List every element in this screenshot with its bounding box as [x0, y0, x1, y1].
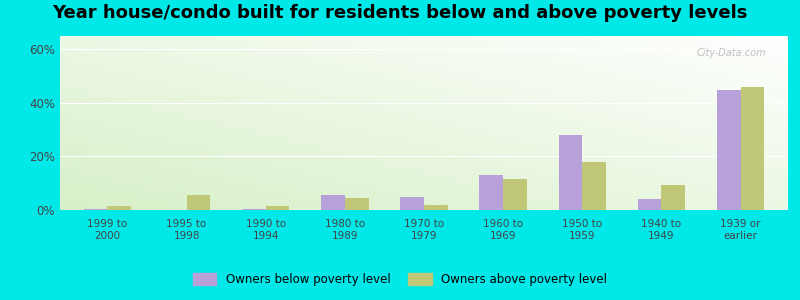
Bar [503, 179, 527, 210]
Bar [242, 209, 266, 210]
Bar [400, 196, 424, 210]
Bar [345, 198, 369, 210]
Text: Year house/condo built for residents below and above poverty levels: Year house/condo built for residents bel… [52, 4, 748, 22]
Bar [582, 162, 606, 210]
Bar [741, 87, 764, 210]
Bar [266, 206, 290, 210]
Bar [186, 195, 210, 210]
Bar [717, 89, 741, 210]
Bar [321, 195, 345, 210]
Bar [424, 205, 448, 210]
Bar [107, 206, 131, 210]
Bar [558, 135, 582, 210]
Bar [84, 209, 107, 210]
Bar [479, 175, 503, 210]
Bar [638, 199, 662, 210]
Legend: Owners below poverty level, Owners above poverty level: Owners below poverty level, Owners above… [188, 268, 612, 291]
Text: City-Data.com: City-Data.com [697, 48, 766, 58]
Bar [662, 184, 685, 210]
